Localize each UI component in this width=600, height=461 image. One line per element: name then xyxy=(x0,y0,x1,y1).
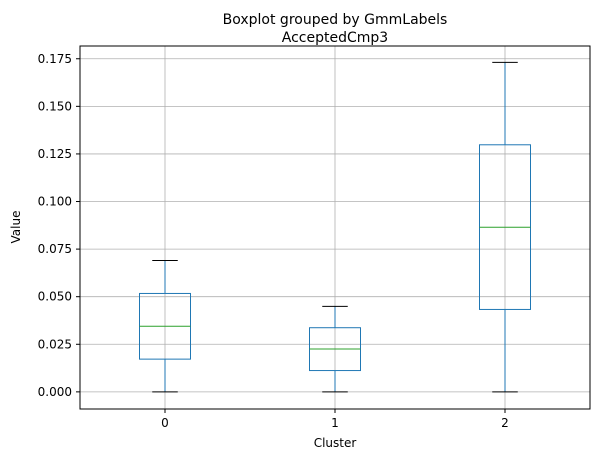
box-cluster-2 xyxy=(479,61,531,393)
y-tick-label: 0.000 xyxy=(38,385,72,399)
y-axis-label: Value xyxy=(9,211,23,244)
y-tick-label: 0.175 xyxy=(38,52,72,66)
y-tick-label: 0.025 xyxy=(38,337,72,351)
chart-title: AcceptedCmp3 xyxy=(282,30,388,46)
box-cluster-1 xyxy=(309,305,361,393)
y-tick-label: 0.125 xyxy=(38,147,72,161)
y-tick-label: 0.150 xyxy=(38,99,72,113)
x-tick-label: 1 xyxy=(331,416,339,430)
box-cluster-0 xyxy=(139,260,191,393)
chart-suptitle: Boxplot grouped by GmmLabels xyxy=(223,12,448,28)
x-tick-label: 2 xyxy=(501,416,509,430)
y-tick-label: 0.050 xyxy=(38,290,72,304)
x-tick-label: 0 xyxy=(161,416,169,430)
x-axis-label: Cluster xyxy=(314,436,357,450)
boxes-group xyxy=(139,61,531,393)
x-axis-ticks: 0 1 2 xyxy=(161,409,509,430)
y-tick-label: 0.100 xyxy=(38,195,72,209)
y-axis-ticks: 0.000 0.025 0.050 0.075 0.100 0.125 0.150 0.175 xyxy=(38,52,80,399)
y-tick-label: 0.075 xyxy=(38,242,72,256)
